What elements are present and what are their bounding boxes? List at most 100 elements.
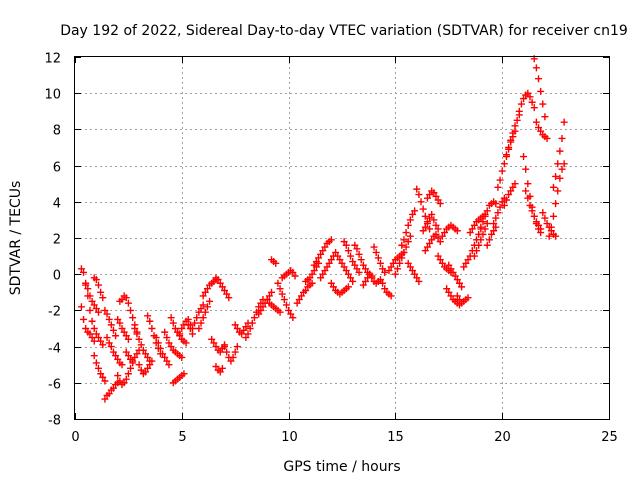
data-point [419,205,427,213]
data-point [537,127,545,135]
data-point [214,276,222,284]
data-point [370,243,378,251]
data-point [218,364,226,372]
data-point [103,334,111,342]
data-point [537,225,545,233]
data-point [105,339,113,347]
data-point [432,230,440,238]
data-point [368,274,376,282]
data-point [124,370,132,378]
data-point [112,332,120,340]
data-point [129,314,137,322]
data-point [165,339,173,347]
data-point [135,361,143,369]
data-point [334,252,342,260]
data-point [263,296,271,304]
data-point [129,357,137,365]
data-point [421,212,429,220]
data-point [188,325,196,332]
data-point [193,314,201,322]
data-point [163,334,171,342]
data-point [90,352,98,360]
x-tick-label: 15 [387,430,404,445]
data-points [77,55,568,403]
grid-lines [75,57,609,419]
data-point [477,223,485,231]
data-point [120,379,128,387]
data-point [342,241,350,249]
data-point [438,259,446,267]
data-point [144,364,152,372]
y-tick-label: 4 [53,197,61,212]
data-point [406,216,414,224]
data-point [101,306,109,314]
data-point [500,160,508,168]
data-point [137,366,145,374]
data-point [257,306,265,314]
data-point [197,319,205,327]
data-point [400,236,408,244]
data-point [347,252,355,260]
data-point [223,290,231,298]
x-tick-label: 20 [494,430,511,445]
data-point [507,136,515,144]
data-point [278,290,286,298]
data-point [82,325,90,332]
x-axis-label: GPS time / hours [283,459,400,475]
data-point [539,100,547,108]
data-point [171,325,179,332]
data-point [415,277,423,285]
data-point [347,274,355,282]
data-point [289,268,297,276]
data-point [526,201,534,209]
data-point [167,314,175,322]
data-point [376,276,384,284]
data-point [398,241,406,249]
data-point [423,194,431,202]
data-point [242,323,250,331]
data-point [169,319,177,327]
data-point [379,279,387,287]
data-point [332,248,340,256]
data-point [199,292,207,300]
data-point [359,261,367,269]
data-point [490,220,498,228]
data-point [549,212,557,220]
data-point [114,355,122,363]
data-point [344,283,352,291]
data-point [404,238,412,246]
data-point [184,315,192,323]
data-point [498,198,506,206]
data-point [116,377,124,385]
data-point [541,113,549,121]
data-point [532,218,540,226]
data-point [259,303,267,311]
data-point [203,303,211,311]
data-point [535,124,543,132]
data-point [116,319,124,327]
data-point [537,87,545,95]
data-point [492,200,500,208]
y-axis-label: SDTVAR / TECUs [8,181,24,296]
data-point [182,339,190,347]
y-tick-label: -6 [48,378,61,393]
data-point [526,93,534,101]
data-point [477,236,485,244]
y-tick-label: -2 [48,305,61,320]
data-point [556,147,564,155]
data-point [543,220,551,228]
data-point [144,312,152,320]
data-point [146,361,154,369]
data-point [402,243,410,251]
data-point [558,134,566,142]
data-point [500,201,508,209]
data-point [295,296,303,304]
data-point [114,372,122,380]
data-point [199,301,207,309]
data-point [105,390,113,398]
data-point [381,268,389,276]
data-point [436,256,444,264]
data-point [329,283,337,291]
data-point [394,265,402,273]
data-point [351,261,359,269]
